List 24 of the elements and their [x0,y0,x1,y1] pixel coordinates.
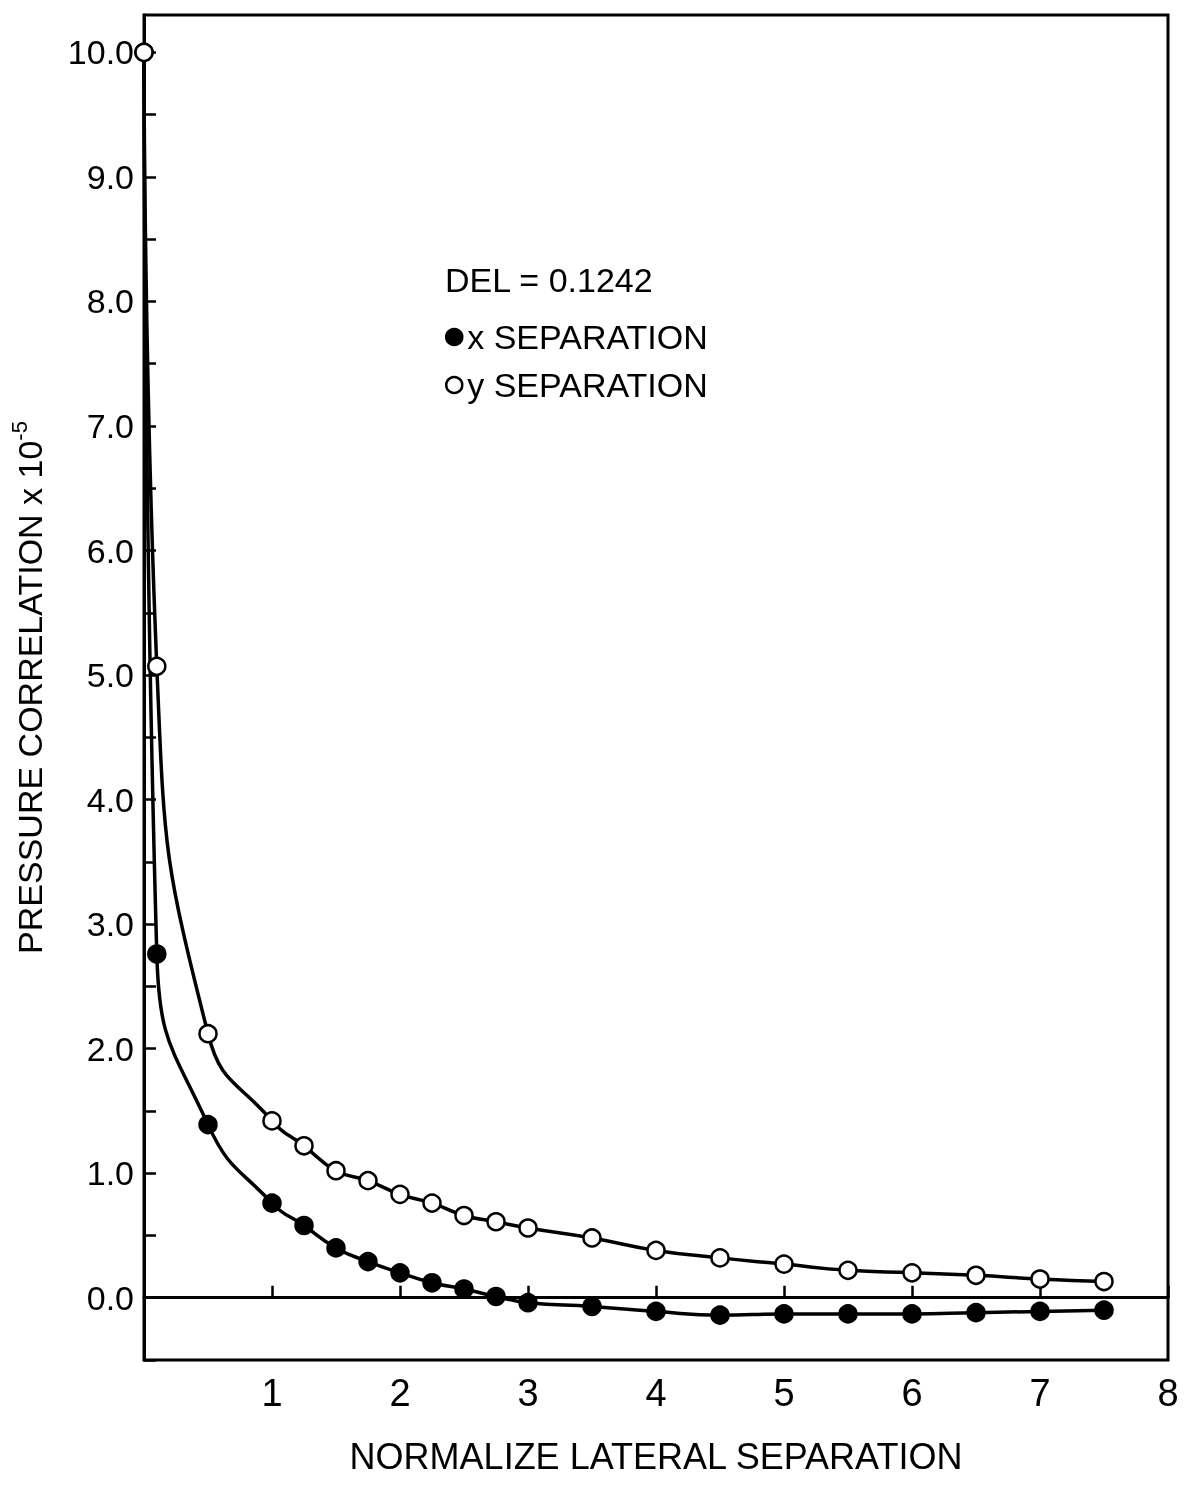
y-axis-title: PRESSURE CORRELATION x 10-5 [6,421,49,954]
legend-title: DEL = 0.1242 [445,261,653,299]
y-tick-label: 0.0 [86,1278,134,1317]
x-tick-label: 2 [389,1372,411,1414]
y-tick-label: 4.0 [86,780,134,819]
y-tick-label: 10.0 [67,33,134,72]
y-tick-label: 6.0 [86,531,134,570]
y-tick-label: 9.0 [86,157,134,196]
legend-label: x SEPARATION [467,318,708,356]
x-tick-label: 1 [261,1372,283,1414]
y-tick-label: 5.0 [86,656,134,695]
x-axis-title: NORMALIZE LATERAL SEPARATION [349,1435,963,1477]
y-tick-label: 1.0 [86,1154,134,1193]
x-tick-label: 8 [1157,1372,1179,1414]
y-tick-label: 2.0 [86,1029,134,1068]
x-tick-label: 4 [645,1372,667,1414]
y-tick-label: 7.0 [86,406,134,445]
x-tick-label: 6 [901,1372,923,1414]
y-tick-label: 3.0 [86,905,134,944]
y-tick-label: 8.0 [86,282,134,321]
x-tick-label: 5 [773,1372,795,1414]
x-tick-label: 7 [1029,1372,1051,1414]
legend-label: y SEPARATION [467,366,708,404]
x-tick-label: 3 [517,1372,539,1414]
